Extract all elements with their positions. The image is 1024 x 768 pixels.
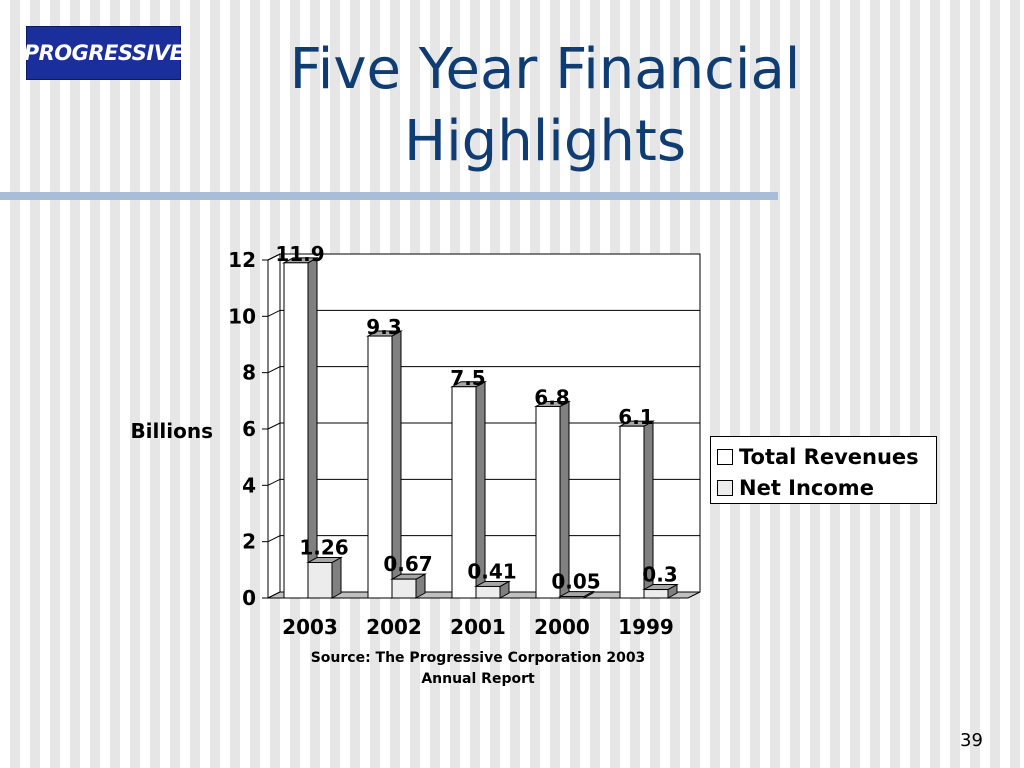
- data-label: 11.9: [275, 242, 324, 266]
- bar-net-income: [391, 578, 417, 599]
- legend-swatch-total-revenues: [717, 448, 733, 465]
- y-tick-label: 2: [242, 530, 256, 554]
- source-line-1: Source: The Progressive Corporation 2003: [310, 650, 646, 666]
- data-label: 6.8: [534, 385, 569, 409]
- y-axis-label: Billions: [130, 419, 213, 443]
- gridline: [267, 366, 700, 374]
- slide-title: Five Year Financial Highlights: [250, 34, 840, 178]
- y-tick-label: 4: [242, 473, 256, 497]
- bar-total-revenues: [619, 425, 645, 599]
- data-label: 9.3: [366, 315, 401, 339]
- legend-item-total-revenues: Total Revenues: [717, 441, 930, 472]
- data-label: 7.5: [450, 366, 485, 390]
- x-tick-label: 2001: [450, 615, 506, 639]
- bar-total-revenues: [535, 405, 561, 599]
- x-tick-label: 1999: [618, 615, 674, 639]
- y-tick-label: 8: [242, 361, 256, 385]
- x-tick-label: 2002: [366, 615, 422, 639]
- y-tick-label: 12: [228, 248, 256, 272]
- bar-net-income: [475, 585, 501, 599]
- title-line-2: Highlights: [404, 109, 686, 174]
- data-label: 6.1: [618, 405, 653, 429]
- y-tick-label: 10: [228, 304, 256, 328]
- legend-label-net-income: Net Income: [739, 475, 874, 500]
- legend-label-total-revenues: Total Revenues: [739, 444, 919, 469]
- logo-text: PROGRESSIVE: [23, 41, 184, 65]
- y-tick-label: 6: [242, 417, 256, 441]
- title-line-1: Five Year Financial: [289, 37, 801, 102]
- slide-number: 39: [960, 730, 983, 751]
- progressive-logo: PROGRESSIVE: [23, 26, 184, 80]
- chart-source-note: Source: The Progressive Corporation 2003…: [268, 648, 688, 690]
- source-line-2: Annual Report: [421, 671, 535, 687]
- data-label: 0.3: [642, 563, 677, 587]
- x-tick-label: 2003: [282, 615, 338, 639]
- data-label: 1.26: [299, 536, 348, 560]
- bar-side: [559, 400, 570, 599]
- legend-swatch-net-income: [717, 479, 733, 496]
- bar-net-income: [559, 596, 585, 599]
- data-label: 0.41: [467, 559, 516, 583]
- chart-legend: Total Revenues Net Income: [710, 436, 937, 504]
- data-label: 0.05: [551, 570, 600, 594]
- title-divider: [0, 192, 778, 200]
- bar-side: [331, 556, 342, 599]
- gridline: [267, 253, 700, 261]
- legend-item-net-income: Net Income: [717, 472, 930, 503]
- y-tick-label: 0: [242, 586, 256, 610]
- bar-net-income: [643, 589, 669, 599]
- bar-total-revenues: [367, 335, 393, 599]
- bar-total-revenues: [283, 262, 309, 599]
- x-tick-label: 2000: [534, 615, 590, 639]
- bar-net-income: [307, 562, 333, 599]
- gridline: [267, 309, 700, 317]
- bar-total-revenues: [451, 386, 477, 599]
- data-label: 0.67: [383, 552, 432, 576]
